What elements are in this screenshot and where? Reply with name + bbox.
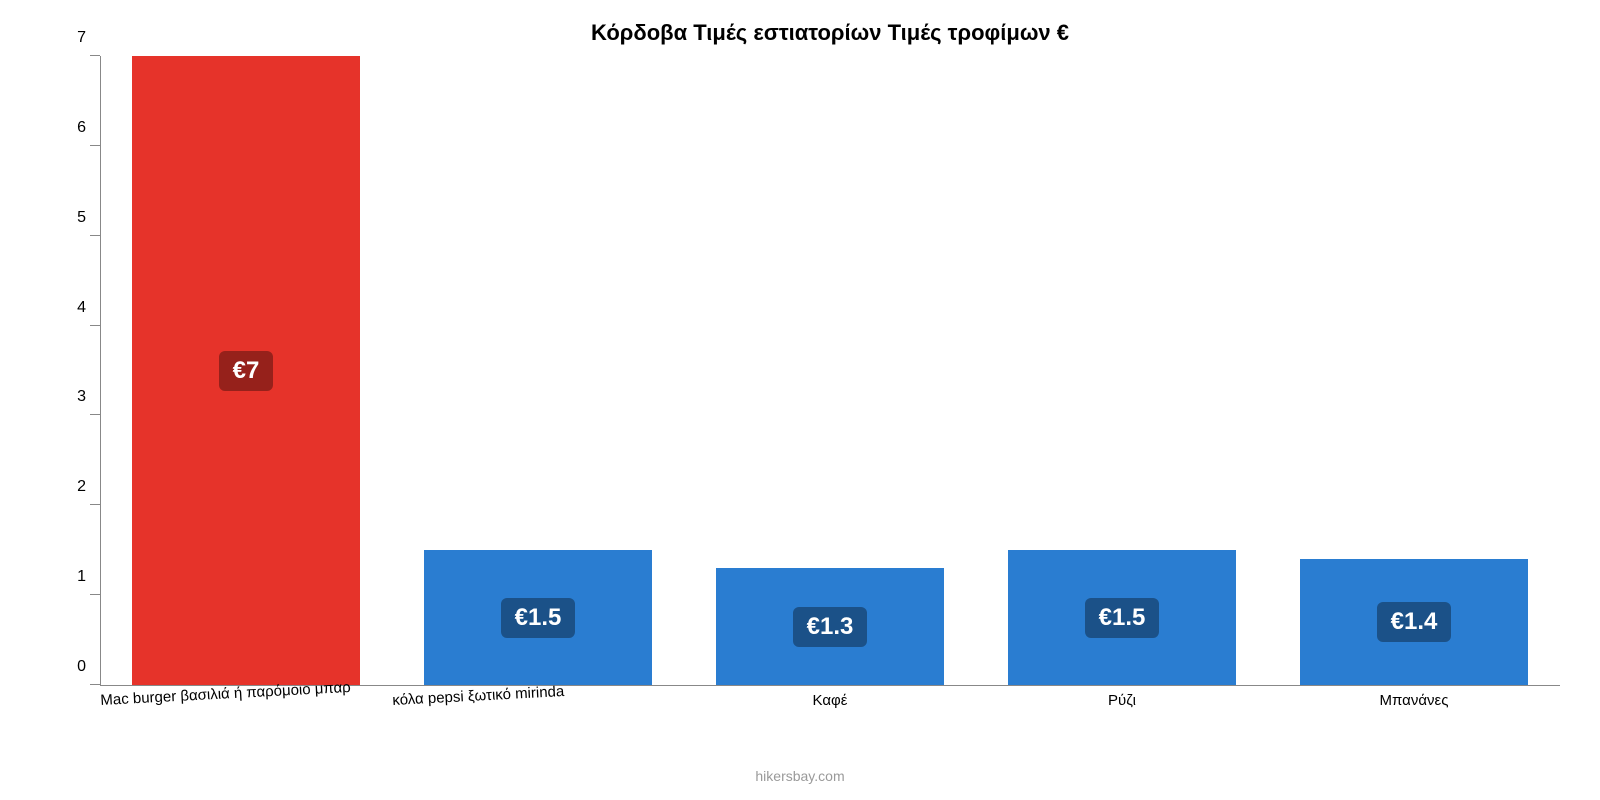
y-tick-label: 2 <box>77 478 100 496</box>
chart-title: Κόρδοβα Τιμές εστιατορίων Τιμές τροφίμων… <box>100 20 1560 46</box>
y-tick <box>90 684 100 685</box>
x-axis-label: Ρύζι <box>976 692 1268 709</box>
y-tick-label: 0 <box>77 658 100 676</box>
bar-slot: €1.5 <box>976 56 1268 685</box>
y-tick-label: 6 <box>77 119 100 137</box>
y-tick-label: 7 <box>77 29 100 47</box>
bar: €7 <box>132 56 360 685</box>
plot-area: €7€1.5€1.3€1.5€1.4 01234567 <box>100 56 1560 686</box>
y-tick-label: 3 <box>77 388 100 406</box>
y-tick-label: 4 <box>77 299 100 317</box>
y-tick-label: 1 <box>77 568 100 586</box>
x-axis-labels: Mac burger βασιλιά ή παρόμοιο μπαρκόλα p… <box>100 692 1560 709</box>
bar-slot: €1.4 <box>1268 56 1560 685</box>
x-axis-label: Μπανάνες <box>1268 692 1560 709</box>
y-tick <box>90 55 100 56</box>
price-bar-chart: Κόρδοβα Τιμές εστιατορίων Τιμές τροφίμων… <box>0 0 1600 800</box>
bars-container: €7 €1.5 €1.3 €1.5 €1.4 <box>100 56 1560 685</box>
bar-value-label: €1.5 <box>1085 598 1160 638</box>
bar-slot: €1.3 <box>684 56 976 685</box>
y-tick-label: 5 <box>77 209 100 227</box>
bar-slot: €1.5 <box>392 56 684 685</box>
watermark-text: hikersbay.com <box>755 768 844 784</box>
y-tick <box>90 414 100 415</box>
y-tick <box>90 504 100 505</box>
y-tick <box>90 325 100 326</box>
bar-value-label: €7 <box>219 351 274 391</box>
y-tick <box>90 145 100 146</box>
bar: €1.3 <box>716 568 944 685</box>
bar: €1.5 <box>424 550 652 685</box>
bar-slot: €7 <box>100 56 392 685</box>
bar: €1.5 <box>1008 550 1236 685</box>
bar-value-label: €1.4 <box>1377 602 1452 642</box>
bar-value-label: €1.3 <box>793 607 868 647</box>
y-tick <box>90 594 100 595</box>
x-axis-label: Καφέ <box>684 692 976 709</box>
bar: €1.4 <box>1300 559 1528 685</box>
y-tick <box>90 235 100 236</box>
bar-value-label: €1.5 <box>501 598 576 638</box>
